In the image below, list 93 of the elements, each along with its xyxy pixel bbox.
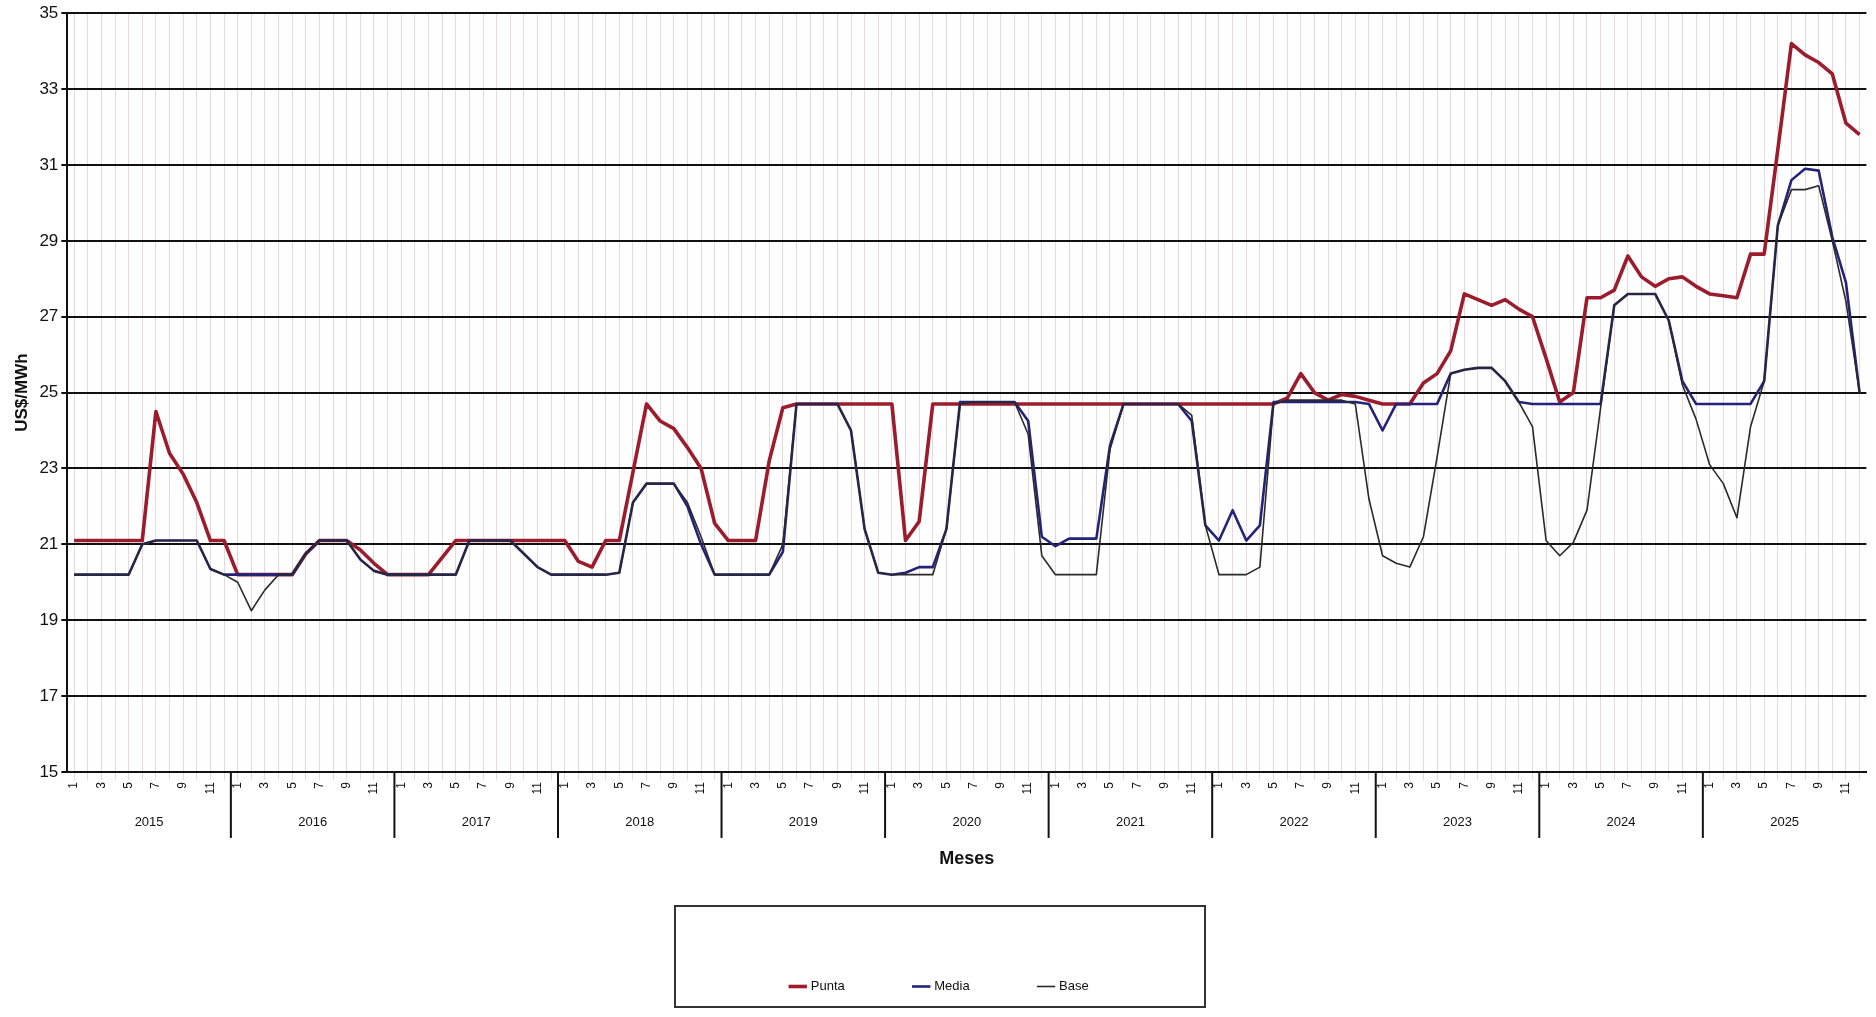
x-tick-label: 11 [202,781,217,795]
x-tick-label: 9 [175,781,190,789]
x-tick-label: 11 [1020,781,1035,795]
x-tick-label: 1 [66,781,81,789]
x-tick-label: 9 [1483,781,1498,789]
x-tick-label: 7 [1293,781,1308,789]
x-tick-label: 3 [584,781,599,789]
x-tick-label: 7 [148,781,163,789]
y-tick-label: 31 [39,154,59,174]
y-tick-label: 27 [39,306,59,326]
text: 2025 [1770,813,1800,829]
x-tick-label: 7 [311,781,326,789]
x-tick-label: 1 [1047,781,1062,789]
x-tick-label: 9 [1647,781,1662,789]
x-tick-label: 11 [1347,781,1362,795]
y-tick-label: 15 [39,761,59,781]
x-tick-label: 11 [856,781,871,795]
x-tick-label: 1 [1374,781,1389,789]
x-tick-label: 9 [1156,781,1171,789]
x-tick-label: 7 [1620,781,1635,789]
x-tick-label: 11 [1674,781,1689,795]
text: 2022 [1279,813,1309,829]
y-tick-label: 25 [39,382,59,402]
x-tick-label: 7 [802,781,817,789]
y-tick-label: 35 [39,2,59,22]
x-tick-label: 1 [557,781,572,789]
x-tick-label: 9 [993,781,1008,789]
x-tick-label: 11 [366,781,381,795]
x-tick-label: 3 [420,781,435,789]
x-tick-label: 1 [720,781,735,789]
y-axis-title: US$/MWh [11,353,31,432]
x-tick-label: 9 [1811,781,1826,789]
x-tick-label: 7 [1129,781,1144,789]
text: 2016 [298,813,328,829]
text: 2019 [788,813,818,829]
x-tick-label: 5 [938,781,953,789]
x-tick-label: 5 [1429,781,1444,789]
y-tick-label: 33 [39,78,59,98]
legend-label: Base [1059,978,1089,994]
text: 2017 [461,813,491,829]
x-tick-label: 3 [1075,781,1090,789]
x-tick-label: 1 [1701,781,1716,789]
text: 2020 [952,813,982,829]
text: 2023 [1443,813,1472,829]
y-tick-label: 29 [39,230,59,250]
x-tick-label: 7 [1783,781,1798,789]
x-tick-label: 11 [1838,781,1853,795]
x-tick-label: 1 [1211,781,1226,789]
text: 2018 [625,813,655,829]
x-tick-label: 3 [1402,781,1417,789]
x-axis-title: Meses [939,848,995,869]
x-tick-label: 5 [284,781,299,789]
x-tick-label: 11 [529,781,544,795]
text: 2024 [1606,813,1636,829]
text: 2021 [1115,813,1145,829]
x-tick-label: 11 [1184,781,1199,795]
x-tick-label: 3 [1238,781,1253,789]
y-tick-label: 19 [39,609,59,629]
x-tick-label: 1 [884,781,899,789]
x-tick-label: 9 [502,781,517,789]
y-tick-label: 21 [39,534,59,554]
x-tick-label: 9 [829,781,844,789]
x-tick-label: 5 [448,781,463,789]
x-tick-label: 3 [1729,781,1744,789]
x-tick-label: 5 [1592,781,1607,789]
x-tick-label: 3 [257,781,272,789]
x-tick-label: 7 [638,781,653,789]
x-tick-label: 1 [1538,781,1553,789]
x-tick-label: 3 [747,781,762,789]
x-tick-label: 5 [1265,781,1280,789]
x-tick-label: 5 [1756,781,1771,789]
x-tick-label: 11 [1511,781,1526,795]
x-tick-label: 3 [1565,781,1580,789]
x-tick-label: 3 [93,781,108,789]
legend-label: Media [934,978,971,994]
x-tick-label: 7 [1456,781,1471,789]
x-tick-label: 1 [393,781,408,789]
x-tick-label: 3 [911,781,926,789]
y-tick-label: 17 [39,685,59,705]
x-tick-label: 7 [965,781,980,789]
y-tick-label: 23 [39,458,59,478]
x-tick-label: 5 [775,781,790,789]
text: 2015 [134,813,164,829]
x-tick-label: 9 [666,781,681,789]
x-tick-label: 5 [120,781,135,789]
x-tick-label: 5 [611,781,626,789]
x-tick-label: 11 [693,781,708,795]
x-tick-label: 7 [475,781,490,789]
x-tick-label: 9 [339,781,354,789]
x-tick-label: 5 [1102,781,1117,789]
legend-label: Punta [810,978,846,994]
x-tick-label: 1 [229,781,244,789]
x-tick-label: 9 [1320,781,1335,789]
